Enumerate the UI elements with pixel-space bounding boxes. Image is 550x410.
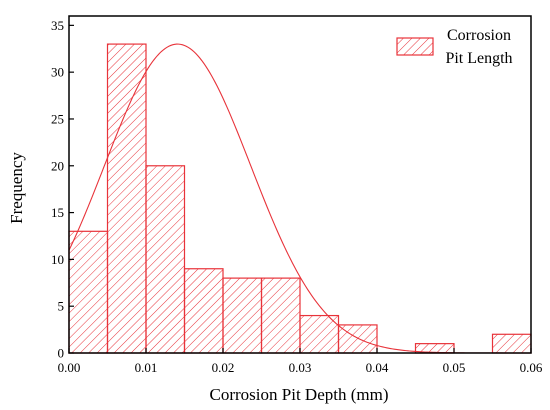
legend: Corrosion Pit Length xyxy=(396,27,513,67)
x-tick-label: 0.05 xyxy=(443,360,466,375)
x-tick-label: 0.04 xyxy=(366,360,389,375)
bar-2 xyxy=(145,165,186,354)
x-axis-ticks: 0.00 0.01 0.02 0.03 0.04 0.05 0.06 xyxy=(58,348,543,375)
y-tick-label: 0 xyxy=(58,346,65,361)
bar-7 xyxy=(337,324,378,354)
bar-11 xyxy=(491,333,532,354)
x-tick-label: 0.06 xyxy=(520,360,543,375)
legend-swatch xyxy=(396,37,434,56)
x-tick-label: 0.02 xyxy=(212,360,235,375)
legend-label-line-2: Pit Length xyxy=(445,50,512,67)
y-tick-label: 30 xyxy=(51,65,64,80)
x-tick-label: 0.03 xyxy=(289,360,312,375)
y-tick-label: 35 xyxy=(51,18,64,33)
bar-0 xyxy=(68,230,109,354)
x-tick-label: 0.01 xyxy=(135,360,158,375)
y-tick-label: 10 xyxy=(51,252,64,267)
bars-group xyxy=(68,43,532,354)
y-tick-label: 5 xyxy=(58,299,65,314)
bar-4 xyxy=(222,277,263,354)
y-tick-label: 25 xyxy=(51,111,64,126)
y-axis-ticks: 0 5 10 15 20 25 30 35 xyxy=(51,18,74,361)
y-axis-title: Frequency xyxy=(7,152,26,224)
x-axis-title: Corrosion Pit Depth (mm) xyxy=(210,385,389,404)
x-tick-label: 0.00 xyxy=(58,360,81,375)
y-tick-label: 20 xyxy=(51,158,64,173)
legend-label-line-1: Corrosion xyxy=(447,27,511,44)
bar-1 xyxy=(106,43,147,354)
bar-3 xyxy=(183,268,224,354)
bar-5 xyxy=(260,277,301,354)
bar-6 xyxy=(299,314,340,354)
y-tick-label: 15 xyxy=(51,205,64,220)
